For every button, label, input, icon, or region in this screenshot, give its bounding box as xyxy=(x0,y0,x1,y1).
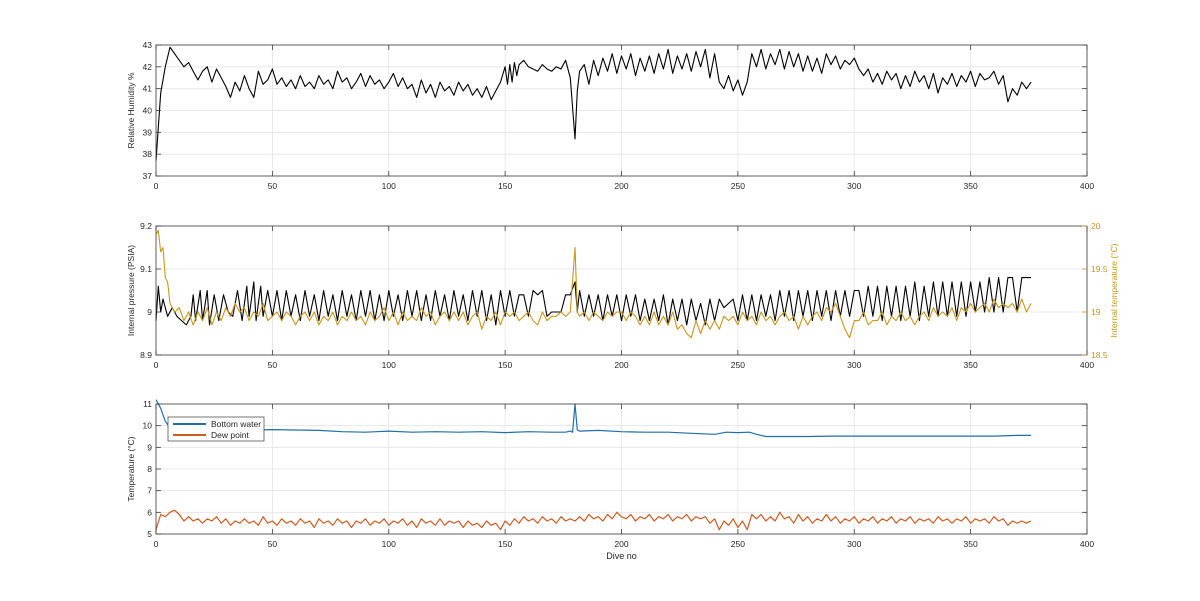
x-tick-label: 0 xyxy=(154,539,159,549)
legend-label: Bottom water xyxy=(211,419,261,429)
x-tick-label: 150 xyxy=(498,539,512,549)
x-tick-label: 50 xyxy=(268,539,278,549)
y-tick-label: 39 xyxy=(143,127,153,137)
y-axis-label: Internal pressure (PSIA) xyxy=(126,245,136,336)
x-tick-label: 200 xyxy=(614,360,628,370)
series-line xyxy=(155,277,1032,326)
y-tick-label: 11 xyxy=(143,399,152,409)
right-axis-series-line xyxy=(155,229,1032,339)
y-tick-label: 43 xyxy=(143,40,153,50)
y-tick-label: 6 xyxy=(147,507,152,517)
x-tick-label: 50 xyxy=(268,181,278,191)
x-tick-label: 100 xyxy=(382,539,396,549)
x-tick-label: 350 xyxy=(964,360,978,370)
x-tick-label: 0 xyxy=(154,181,159,191)
y-tick-label: 9.2 xyxy=(140,221,152,231)
y-tick-label: 37 xyxy=(143,171,153,181)
dew-point-series-line xyxy=(155,509,1032,531)
x-tick-label: 200 xyxy=(614,181,628,191)
y-tick-label: 38 xyxy=(143,149,153,159)
y2-tick-label: 19 xyxy=(1091,307,1101,317)
x-tick-label: 350 xyxy=(964,539,978,549)
y-axis-label: Temperature (°C) xyxy=(126,436,136,501)
legend-box xyxy=(167,416,265,442)
humidity-panel: 0 50 100 150 200 250 300 350 400 37 38 39 40 41 42 43 Re… xyxy=(126,40,1094,191)
y-tick-label: 5 xyxy=(147,529,152,539)
x-tick-label: 250 xyxy=(731,539,745,549)
x-tick-label: 50 xyxy=(268,360,278,370)
x-tick-label: 300 xyxy=(847,181,861,191)
y-tick-label: 7 xyxy=(147,486,152,496)
x-tick-label: 200 xyxy=(614,539,628,549)
y-tick-label: 8 xyxy=(147,464,152,474)
y2-axis-label: Internal temperature (°C) xyxy=(1109,243,1119,337)
y-tick-label: 10 xyxy=(143,421,153,431)
y2-tick-label: 20 xyxy=(1091,221,1101,231)
y-axis-label: Relative Humidity % xyxy=(126,72,136,148)
y2-tick-label: 19.5 xyxy=(1091,264,1108,274)
y2-tick-label: 18.5 xyxy=(1091,350,1108,360)
y-tick-label: 9 xyxy=(147,307,152,317)
y-tick-label: 41 xyxy=(143,84,153,94)
x-tick-label: 350 xyxy=(964,181,978,191)
y-tick-label: 40 xyxy=(143,106,153,116)
x-tick-label: 150 xyxy=(498,181,512,191)
x-tick-label: 100 xyxy=(382,360,396,370)
y-tick-label: 8.9 xyxy=(140,350,152,360)
x-tick-label: 400 xyxy=(1080,539,1094,549)
legend-label: Dew point xyxy=(211,430,249,440)
x-tick-label: 150 xyxy=(498,360,512,370)
x-tick-label: 250 xyxy=(731,360,745,370)
x-tick-label: 300 xyxy=(847,539,861,549)
x-tick-label: 100 xyxy=(382,181,396,191)
pressure-temperature-panel: 0 50 100 150 200 250 300 350 400 8.9 9 9.1 9.2 18.5 19… xyxy=(126,221,1119,370)
y-tick-label: 42 xyxy=(143,62,153,72)
water-dewpoint-temperature-panel: 0 50 100 150 200 250 300 350 400 5 6 7 8 9 10 11 Tempera… xyxy=(126,399,1094,561)
x-axis-label: Dive no xyxy=(606,551,637,561)
y-tick-label: 9 xyxy=(147,442,152,452)
x-tick-label: 300 xyxy=(847,360,861,370)
x-tick-label: 400 xyxy=(1080,360,1094,370)
x-tick-label: 0 xyxy=(154,360,159,370)
series-line xyxy=(155,46,1032,161)
x-tick-label: 400 xyxy=(1080,181,1094,191)
y-tick-label: 9.1 xyxy=(140,264,152,274)
x-tick-label: 250 xyxy=(731,181,745,191)
